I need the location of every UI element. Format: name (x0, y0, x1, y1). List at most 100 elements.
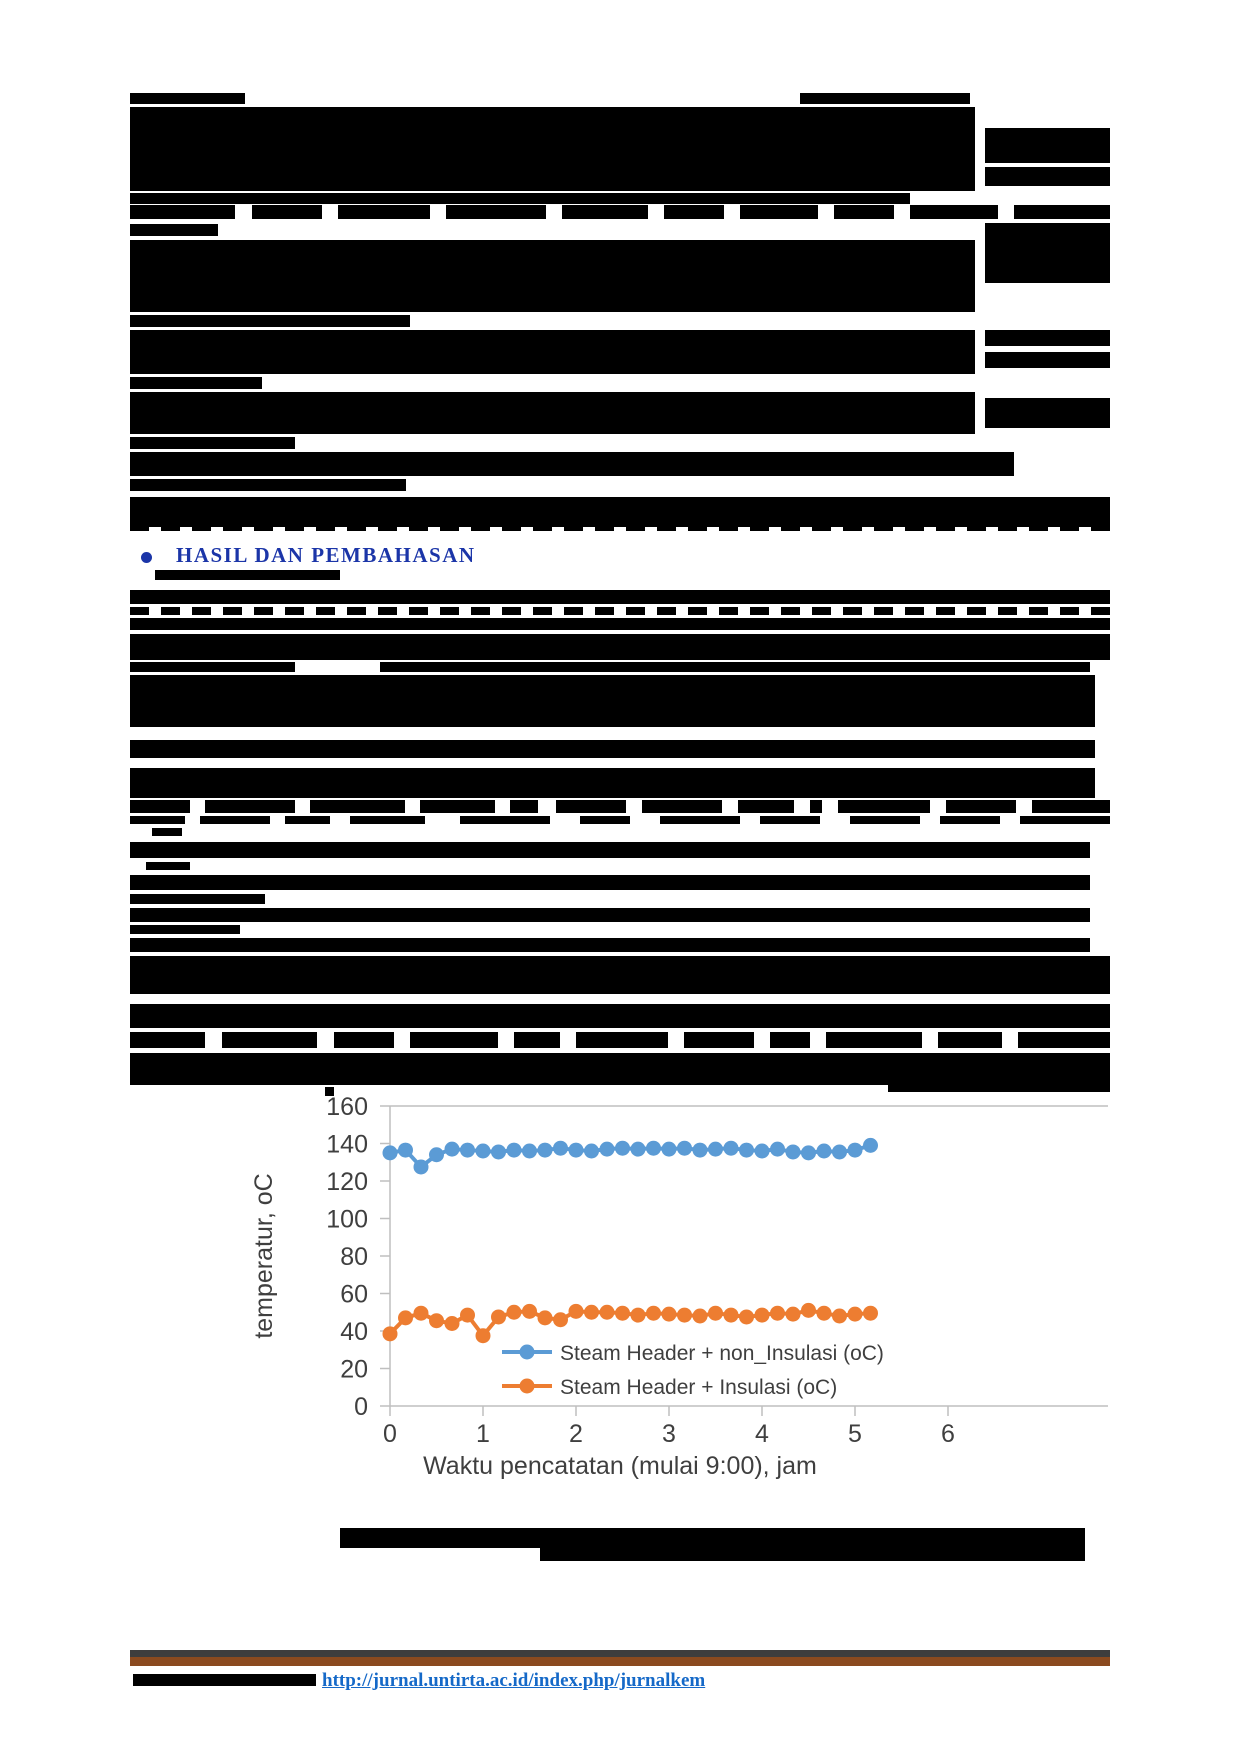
x-tick-label: 6 (941, 1420, 955, 1448)
data-point-marker (739, 1309, 754, 1325)
redacted-text-block (1029, 607, 1048, 615)
redacted-text-block (222, 1032, 317, 1048)
redacted-text-block (985, 223, 1110, 283)
redacted-text-block (130, 816, 185, 824)
redacted-text-block (936, 607, 955, 615)
x-tick-label: 4 (755, 1420, 769, 1448)
journal-link[interactable]: http://jurnal.untirta.ac.id/index.php/ju… (322, 1670, 706, 1691)
data-point-marker (429, 1147, 444, 1163)
redacted-text-block (130, 1053, 888, 1085)
redacted-text-block (719, 523, 738, 531)
data-point-marker (630, 1141, 646, 1157)
redacted-text-block (440, 523, 459, 531)
bullet-icon (141, 552, 152, 563)
redacted-text-block (740, 205, 818, 219)
redacted-text-block (595, 607, 614, 615)
redacted-text-block (223, 523, 242, 531)
data-point-marker (413, 1305, 429, 1321)
data-point-marker (832, 1144, 847, 1160)
redacted-text-block (130, 908, 1090, 922)
redacted-text-block (657, 523, 676, 531)
legend-label: Steam Header + non_Insulasi (oC) (560, 1342, 884, 1365)
redacted-text-block (510, 800, 538, 813)
redacted-text-block (130, 925, 240, 934)
data-point-marker (537, 1142, 553, 1158)
redacted-text-block (130, 740, 1095, 758)
data-point-marker (754, 1143, 770, 1159)
redacted-text-block (781, 607, 800, 615)
redacted-text-block (130, 452, 1014, 476)
redacted-text-block (657, 607, 676, 615)
redacted-text-block (750, 523, 769, 531)
redacted-text-block (626, 523, 645, 531)
redacted-text-block (826, 1032, 922, 1048)
redacted-text-block (285, 816, 330, 824)
redacted-text-block (562, 205, 648, 219)
redacted-text-block (812, 607, 831, 615)
redacted-text-block (576, 1032, 668, 1048)
redacted-text-block (378, 607, 397, 615)
redacted-text-block (130, 768, 1095, 798)
data-point-marker (537, 1310, 553, 1326)
data-point-marker (785, 1144, 801, 1160)
redacted-text-block (155, 570, 340, 580)
redacted-text-block (146, 862, 190, 870)
data-point-marker (506, 1304, 522, 1320)
data-point-marker (553, 1312, 568, 1328)
redacted-text-block (254, 523, 273, 531)
redacted-text-block (130, 607, 149, 615)
redacted-text-block (347, 607, 366, 615)
redacted-text-block (130, 93, 245, 104)
redacted-text-block (760, 816, 820, 824)
redacted-text-block (985, 352, 1110, 368)
data-point-marker (646, 1305, 661, 1321)
redacted-text-block (410, 1032, 498, 1048)
redacted-text-block (130, 938, 1090, 952)
redacted-text-block (719, 607, 738, 615)
redacted-text-block (340, 1528, 1085, 1548)
redacted-text-block (192, 607, 211, 615)
redacted-text-block (130, 107, 975, 191)
redacted-text-block (325, 1087, 334, 1096)
data-point-marker (522, 1143, 537, 1159)
redacted-text-block (316, 607, 335, 615)
data-point-marker (661, 1141, 677, 1157)
redacted-text-block (1029, 523, 1048, 531)
temperature-chart: 0 20 40 60 80 100 120 140 160 0 1 2 3 4 5 6 Waktu pencat… (240, 1080, 1120, 1510)
data-point-marker (692, 1308, 708, 1324)
data-point-marker (677, 1140, 692, 1156)
redacted-text-block (205, 800, 295, 813)
redacted-text-block (152, 828, 182, 836)
x-tick-label: 3 (662, 1420, 676, 1448)
redacted-text-block (874, 523, 893, 531)
redacted-text-block (800, 93, 970, 104)
redacted-text-block (161, 523, 180, 531)
redacted-text-block (130, 315, 410, 327)
redacted-text-block (1032, 800, 1110, 813)
redacted-text-block (130, 1032, 205, 1048)
redacted-text-block (223, 607, 242, 615)
redacted-text-block (502, 607, 521, 615)
redacted-text-block (946, 800, 1016, 813)
redacted-text-block (664, 205, 724, 219)
redacted-text-block (985, 167, 1110, 186)
redacted-text-block (130, 590, 1110, 604)
redacted-text-block (130, 392, 975, 434)
redacted-text-block (130, 662, 295, 672)
data-point-marker (460, 1307, 475, 1323)
redacted-text-block (910, 205, 998, 219)
redacted-text-block (130, 193, 910, 204)
redacted-text-block (440, 607, 459, 615)
redacted-text-block (130, 956, 1110, 994)
redacted-text-block (1060, 523, 1079, 531)
data-point-marker (413, 1159, 429, 1175)
redacted-text-block (750, 607, 769, 615)
redacted-text-block (130, 205, 235, 219)
y-tick-label: 20 (340, 1356, 368, 1384)
redacted-text-block (130, 618, 1110, 630)
redacted-text-block (130, 523, 149, 531)
data-point-marker (444, 1141, 460, 1157)
x-axis-title: Waktu pencatatan (mulai 9:00), jam (423, 1452, 817, 1480)
data-point-marker (723, 1307, 739, 1323)
